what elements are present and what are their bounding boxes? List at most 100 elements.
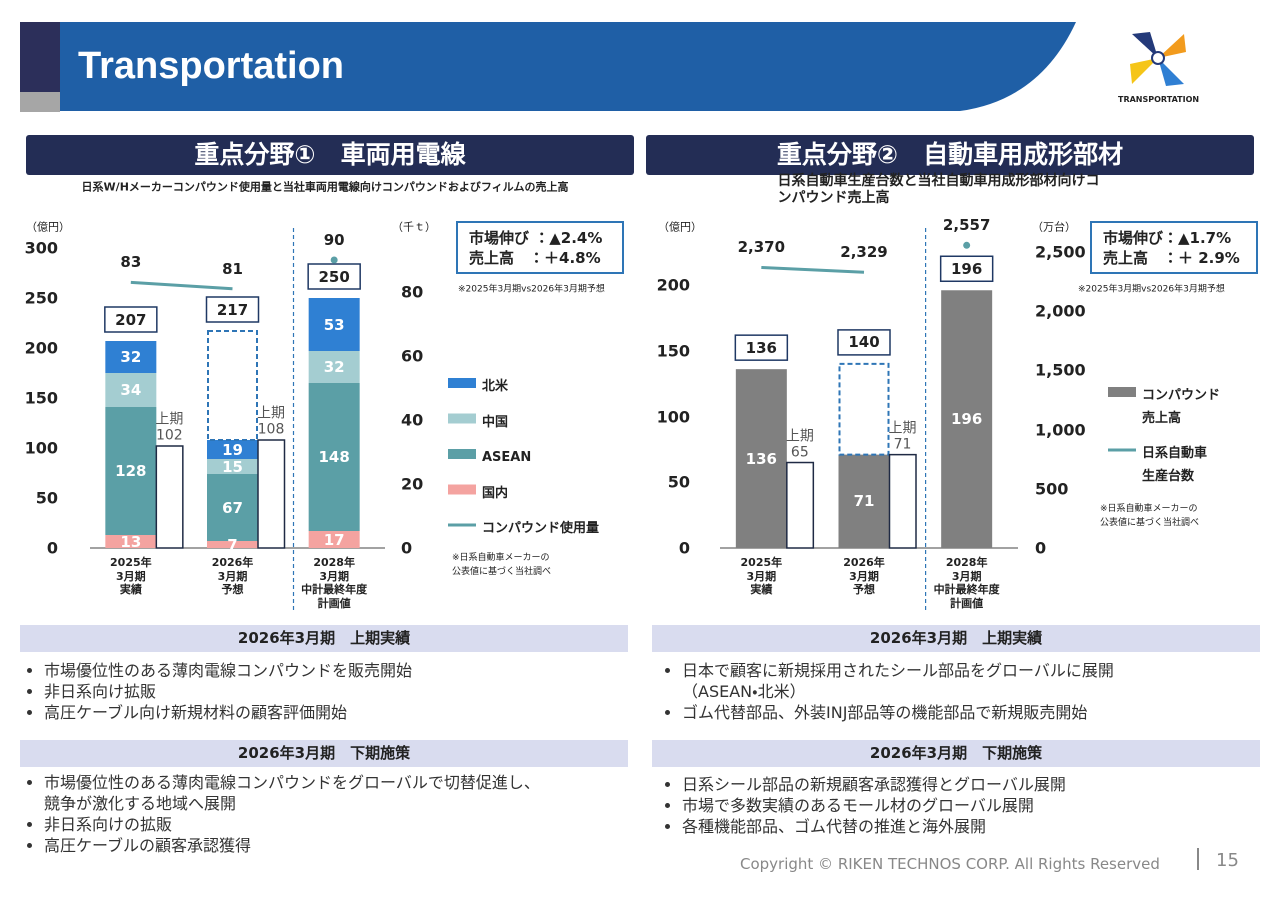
total-box [939,255,994,283]
y-axis-label: （億円） [26,220,70,234]
panel-heading: 重点分野② 自動車用成形部材 [646,135,1254,175]
y-tick-label: 150 [656,341,690,361]
line [761,265,865,274]
bullet-item: 各種機能部品、ゴム代替の推進と海外展開 [682,816,1066,837]
legend-label: 北米 [482,379,509,394]
bar-segment [308,351,360,383]
y2-axis-label: （千ｔ） [392,220,436,234]
bullet-item: 市場で多数実績のあるモール材のグローバル展開 [682,795,1066,816]
y-tick-label: 300 [24,238,58,258]
header-band [60,22,1076,111]
y-tick-label: 50 [667,472,690,492]
y2-axis-label: （万台） [1032,220,1076,234]
bullet-item: 日本で顧客に新規採用されたシール部品をグローバルに展開 （ASEAN・北米） [682,660,1114,702]
x-tick-label: 2028年 3月期 中計最終年度 計画値 [301,556,368,610]
line-value-label: 2,329 [840,243,888,262]
legend-swatch [448,449,476,459]
bar-value-label: 136 [745,449,777,468]
x-tick-label: 2026年 3月期 予想 [211,556,254,596]
section-title: 2026年3月期 下期施策 [652,740,1260,767]
legend-swatch [448,484,476,495]
y-tick-label: 150 [24,388,58,408]
legend-label: 中国 [482,414,509,430]
copyright: Copyright © RIKEN TECHNOS CORP. All Righ… [740,855,1160,873]
y2-tick-label: 1,500 [1035,360,1086,380]
total-label: 207 [115,310,147,329]
line-value-label: 81 [222,259,243,278]
bar-value-label: 196 [951,410,983,429]
line-value-label: 2,370 [737,238,786,257]
page-title: Transportation [78,45,345,87]
bar-value-label: 19 [222,440,243,459]
y2-tick-label: 0 [1035,538,1047,558]
forecast-box [207,330,258,441]
section-title: 2026年3月期 下期施策 [20,740,628,767]
line-point [963,241,971,249]
x-tick-label: 2025年 3月期 実績 [110,556,152,596]
page-number: 15 [1216,850,1239,871]
bar-segment [308,531,360,548]
total-label: 250 [318,267,350,286]
first-half-name: 上期 [257,405,285,422]
first-half-bar [888,453,917,549]
y2-tick-label: 0 [401,538,413,558]
bar-value-label: 67 [222,498,243,517]
section-title: 2026年3月期 上期実績 [652,625,1260,652]
y2-tick-label: 2,500 [1035,242,1086,262]
y-tick-label: 200 [24,338,58,358]
y-tick-label: 0 [46,538,58,558]
bar-value-label: 17 [323,530,345,549]
bar-segment [308,383,360,531]
y2-tick-label: 500 [1035,479,1069,499]
total-box [104,306,158,333]
chart-title: 日系自動車生産台数と当社自動車用成形部材向けコンパウンド売上高 [777,173,1100,206]
legend-label: コンパウンド 売上高 [1142,388,1221,426]
y2-tick-label: 80 [401,282,424,302]
bar-value-label: 13 [120,532,142,551]
legend-swatch [1108,387,1136,397]
bullet-list: 市場優位性のある薄肉電線コンパウンドを販売開始非日系向け拡販高圧ケーブル向け新規… [28,660,412,723]
bar-segment [735,369,787,548]
x-tick-label: 2026年 3月期 予想 [843,556,885,596]
total-label: 217 [216,300,249,319]
callout-box [1090,221,1258,274]
bullet-item: 市場優位性のある薄肉電線コンパウンドをグローバルで切替促進し、 競争が激化する地… [44,772,540,814]
legend-swatch [448,413,476,424]
bullet-item: 非日系向けの拡販 [44,814,540,835]
line-value-label: 83 [120,253,142,272]
y2-tick-label: 2,000 [1035,301,1086,321]
header-block [20,22,60,92]
bar-segment [941,290,993,548]
y-tick-label: 100 [24,438,58,458]
y2-tick-label: 60 [401,346,424,366]
bar-value-label: 128 [115,462,147,480]
bullet-list: 日系シール部品の新規顧客承認獲得とグローバル展開市場で多数実績のあるモール材のグ… [666,774,1066,837]
callout-text: 市場伸び ：▲2.4% [469,229,603,247]
first-half-name: 上期 [155,411,184,428]
line-point [330,256,338,264]
y2-tick-label: 40 [401,410,424,430]
first-half-name: 上期 [785,428,814,445]
bullet-item: 高圧ケーブル向け新規材料の顧客評価開始 [44,702,412,723]
section-title: 2026年3月期 上期実績 [20,625,628,652]
forecast-box [838,362,890,456]
callout-text: 売上高 ：＋4.8% [469,249,601,267]
bullet-list: 市場優位性のある薄肉電線コンパウンドをグローバルで切替促進し、 競争が激化する地… [28,772,540,856]
x-tick-label: 2028年 3月期 中計最終年度 計画値 [933,556,1000,610]
bar-segment [207,440,258,459]
bullet-list: 日本で顧客に新規採用されたシール部品をグローバルに展開 （ASEAN・北米）ゴム… [666,660,1114,723]
bar-segment [105,407,157,535]
bar-segment [105,535,157,548]
header-block [20,92,60,112]
bar-segment [207,474,258,541]
legend-label: コンパウンド使用量 [482,521,600,536]
bar-segment [838,454,890,548]
logo [1130,32,1186,86]
total-box [837,329,891,356]
legend-label: ASEAN [482,450,532,465]
bar-segment [105,341,157,373]
first-half-value: 65 [790,444,809,461]
y-tick-label: 200 [656,275,690,295]
callout-note: ※2025年3月期vs2026年3月期予想 [458,284,605,295]
